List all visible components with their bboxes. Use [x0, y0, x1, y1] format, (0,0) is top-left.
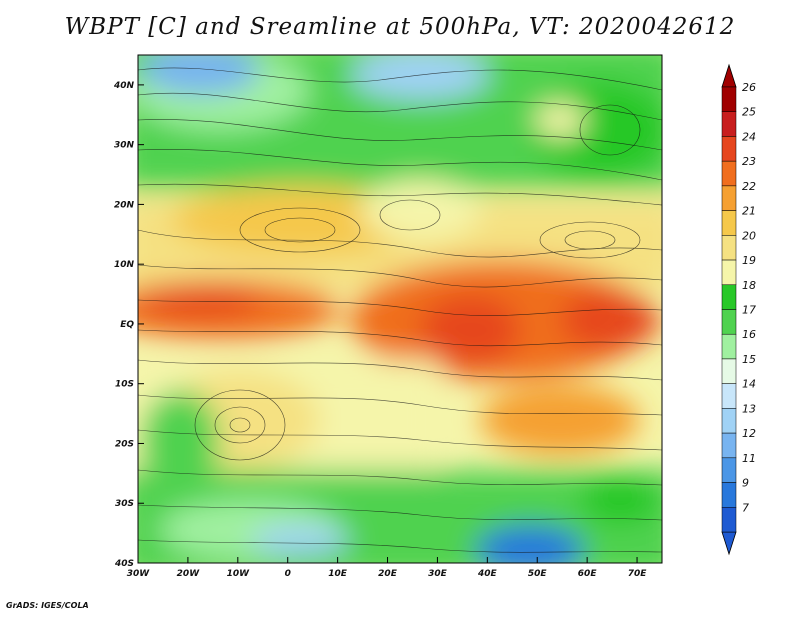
colorbar-swatch — [721, 309, 737, 335]
page-title: WBPT [C] and Sreamline at 500hPa, VT: 20… — [64, 14, 736, 40]
colorbar-swatch — [721, 210, 737, 236]
colorbar-swatch — [721, 482, 737, 508]
colorbar-swatch — [721, 457, 737, 483]
lon-tick-label: 70E — [628, 569, 648, 579]
colorbar-swatch — [721, 86, 737, 112]
colorbar: 26 25 24 23 22 21 20 19 18 17 16 15 14 13 12 11 9 7 — [721, 63, 756, 556]
streamlines — [138, 67, 662, 553]
lon-tick-label: 30E — [428, 569, 448, 579]
plot-frame — [137, 54, 663, 564]
colorbar-level-label: 22 — [742, 180, 756, 193]
colorbar-swatch — [721, 358, 737, 384]
colorbar-level-label: 7 — [742, 501, 749, 514]
lon-tick-label: 40E — [477, 569, 498, 579]
colorbar-level-label: 15 — [742, 353, 756, 366]
colorbar-level-label: 21 — [742, 205, 756, 218]
colorbar-level-label: 11 — [742, 452, 756, 465]
lon-tick-label: 50E — [528, 569, 548, 579]
colorbar-level-label: 12 — [742, 427, 756, 440]
colorbar-swatch — [721, 408, 737, 434]
lat-tick-label: 40S — [114, 559, 134, 569]
latitude-ticks: 40N 30N 20N 10N EQ 10S 20S 30S 40S — [113, 81, 144, 569]
colorbar-swatch — [721, 259, 737, 286]
colorbar-level-label: 23 — [742, 155, 756, 168]
colorbar-level-label: 19 — [742, 254, 756, 267]
colorbar-level-label: 24 — [742, 130, 756, 143]
colorbar-swatch — [721, 507, 737, 533]
lat-tick-label: 20N — [114, 200, 135, 210]
colorbar-level-label: 13 — [742, 402, 756, 415]
lat-tick-label: 20S — [115, 439, 134, 449]
colorbar-swatch — [721, 160, 737, 187]
colorbar-level-label: 14 — [742, 378, 756, 391]
colorbar-level-label: 16 — [742, 328, 756, 341]
colorbar-level-label: 17 — [742, 304, 756, 317]
colorbar-level-label: 18 — [742, 279, 756, 292]
lon-tick-label: 10E — [328, 569, 348, 579]
colorbar-swatch — [721, 383, 737, 409]
lat-tick-label: EQ — [120, 320, 134, 330]
lat-tick-label: 30S — [115, 499, 134, 509]
wbpt-shading — [138, 55, 662, 563]
colorbar-level-label: 9 — [742, 477, 749, 490]
lat-tick-label: 40N — [113, 81, 135, 91]
colorbar-top-arrow — [721, 63, 737, 88]
lon-tick-label: 10W — [227, 569, 251, 579]
colorbar-swatch — [721, 136, 737, 162]
colorbar-swatch — [721, 111, 737, 137]
grads-credit: GrADS: IGES/COLA — [6, 601, 89, 610]
lon-tick-label: 20W — [177, 569, 201, 579]
colorbar-swatch — [721, 333, 737, 360]
colorbar-swatch — [721, 235, 737, 261]
lat-tick-label: 30N — [114, 141, 135, 151]
colorbar-level-label: 26 — [742, 81, 756, 94]
lon-tick-label: 30W — [127, 569, 151, 579]
longitude-ticks: 30W 20W 10W 0 10E 20E 30E 40E 50E 60E 70E — [127, 557, 647, 579]
lat-tick-label: 10S — [115, 380, 134, 390]
colorbar-level-label: 25 — [742, 106, 756, 119]
colorbar-swatch — [721, 185, 737, 211]
colorbar-bottom-arrow — [721, 531, 737, 556]
lon-tick-label: 0 — [285, 569, 291, 579]
colorbar-level-label: 20 — [742, 229, 756, 242]
lat-tick-label: 10N — [114, 260, 135, 270]
colorbar-swatch — [721, 284, 737, 310]
colorbar-swatch — [721, 432, 737, 459]
lon-tick-label: 60E — [578, 569, 598, 579]
lon-tick-label: 20E — [378, 569, 398, 579]
